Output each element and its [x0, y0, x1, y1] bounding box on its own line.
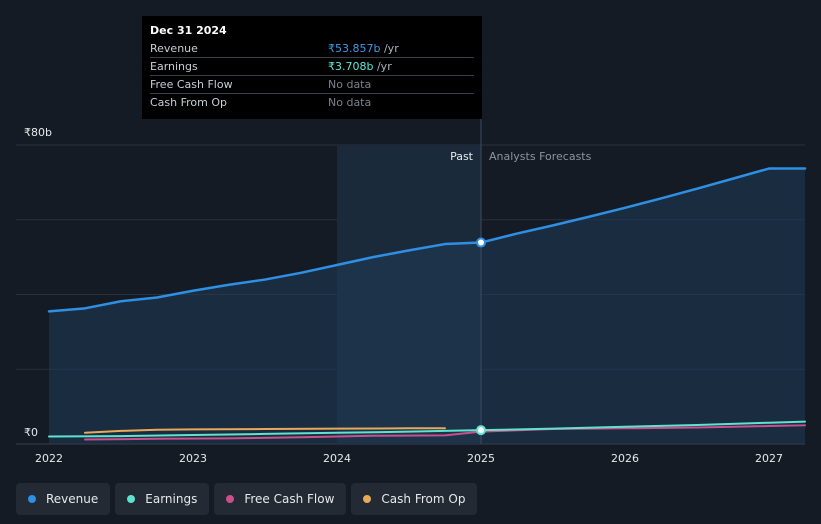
x-tick-label: 2023 [179, 452, 207, 465]
series-lines [47, 167, 807, 441]
legend-dot-icon [28, 495, 36, 503]
legend-dot-icon [363, 495, 372, 503]
legend: Revenue Earnings Free Cash Flow Cash Fro… [16, 483, 478, 515]
x-tick-label: 2025 [467, 452, 495, 465]
tooltip-value-number: ₹3.708b [328, 60, 374, 73]
tooltip-value-number: ₹53.857b [328, 42, 381, 55]
tooltip-value: ₹53.857b /yr [328, 40, 399, 57]
x-axis-ticks: 2022 2023 2024 2025 2026 2027 [35, 452, 783, 465]
x-tick-label: 2024 [323, 452, 351, 465]
forecast-label: Analysts Forecasts [489, 150, 592, 163]
legend-dot-icon [226, 495, 235, 503]
legend-item-cash-from-op[interactable]: Cash From Op [351, 483, 478, 515]
tooltip-label: Revenue [150, 42, 198, 55]
legend-item-earnings[interactable]: Earnings [115, 483, 210, 515]
tooltip-row-cash-from-op: Cash From Op No data [150, 94, 474, 111]
legend-label: Revenue [46, 492, 99, 506]
y-axis-label-bottom: ₹0 [24, 426, 38, 439]
tooltip-label: Cash From Op [150, 96, 228, 109]
tooltip-date: Dec 31 2024 [150, 24, 227, 37]
series-line-cash-from-op [84, 427, 446, 434]
revenue-area [49, 168, 805, 444]
highlight-points [476, 237, 486, 436]
x-tick-label: 2026 [611, 452, 639, 465]
legend-label: Earnings [145, 492, 198, 506]
legend-dot-icon [127, 495, 136, 503]
series-areas [49, 168, 805, 444]
tooltip-value-number: No data [328, 96, 372, 109]
past-label: Past [450, 150, 474, 163]
series-line-free-cash-flow [84, 424, 806, 441]
y-axis-label-top: ₹80b [24, 126, 52, 139]
legend-item-revenue[interactable]: Revenue [16, 483, 111, 515]
tooltip-value-unit: /yr [373, 60, 392, 73]
series-line-earnings [48, 420, 806, 438]
x-tick-label: 2022 [35, 452, 63, 465]
legend-label: Cash From Op [381, 492, 466, 506]
tooltip-value: ₹3.708b /yr [328, 58, 392, 75]
tooltip-value-unit: /yr [380, 42, 399, 55]
highlight-point-earnings [476, 425, 486, 436]
tooltip-value: No data [328, 76, 371, 93]
tooltip-label: Earnings [150, 60, 198, 73]
hover-tooltip: Dec 31 2024 Revenue ₹53.857b /yr Earning… [142, 16, 482, 119]
x-tick-label: 2027 [755, 452, 783, 465]
legend-label: Free Cash Flow [244, 492, 335, 506]
tooltip-value: No data [328, 94, 371, 111]
tooltip-row-earnings: Earnings ₹3.708b /yr [150, 58, 474, 76]
legend-item-free-cash-flow[interactable]: Free Cash Flow [214, 483, 347, 515]
tooltip-row-revenue: Revenue ₹53.857b /yr [150, 40, 474, 58]
tooltip-row-free-cash-flow: Free Cash Flow No data [150, 76, 474, 94]
tooltip-value-number: No data [328, 78, 372, 91]
series-line-revenue [47, 167, 807, 313]
tooltip-label: Free Cash Flow [150, 78, 233, 91]
highlight-point-revenue [476, 237, 486, 248]
